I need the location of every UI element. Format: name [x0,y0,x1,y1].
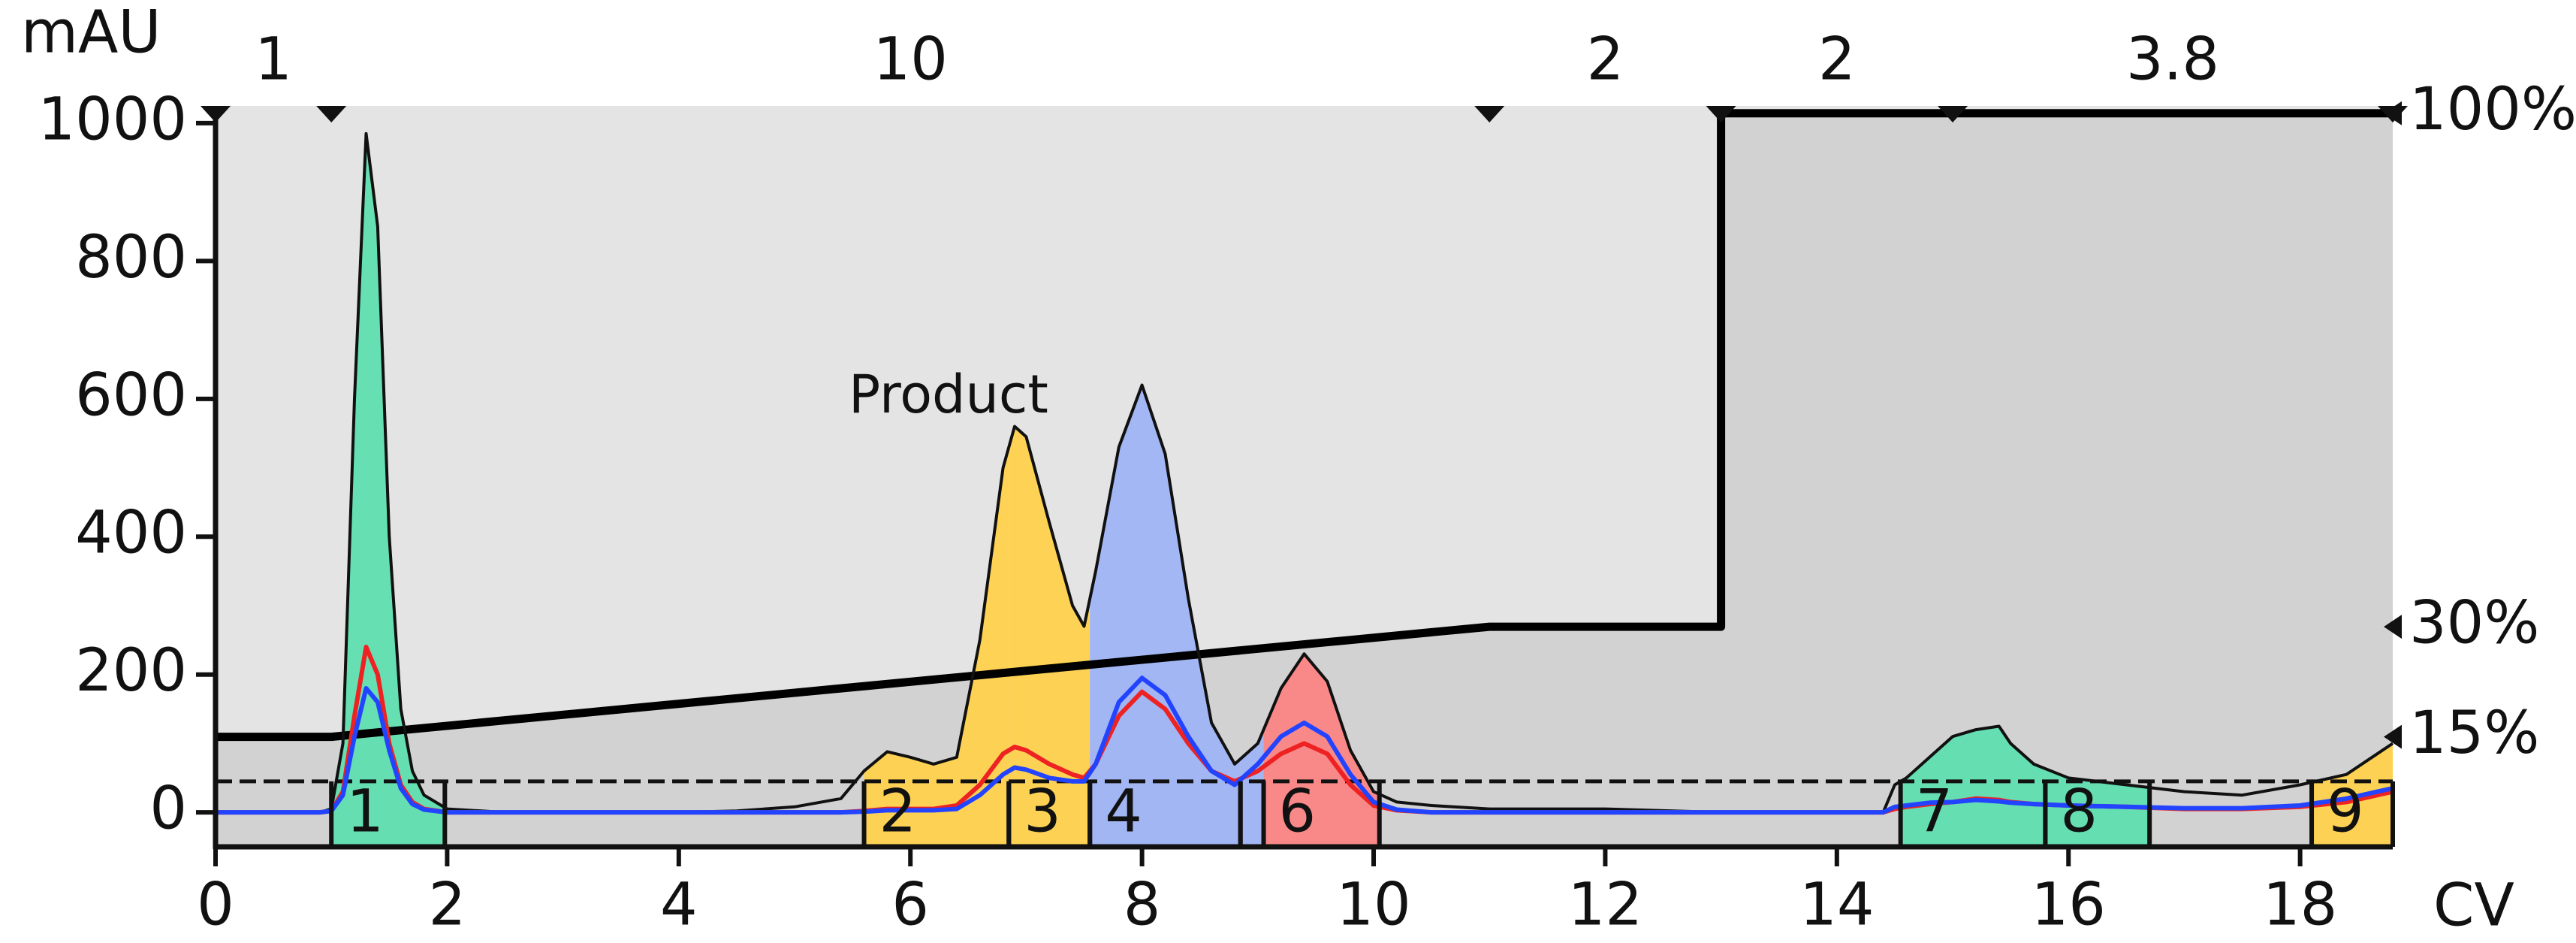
y-tick-label: 600 [75,361,187,429]
phase-marker [1938,106,1968,122]
fraction-label: 3 [1024,778,1061,846]
y-axis-label: mAU [21,0,161,66]
y2-tick-label: 30% [2409,590,2539,657]
x-tick-label: 10 [1336,871,1410,938]
x-tick-label: 4 [660,871,698,938]
x-tick-label: 8 [1124,871,1161,938]
fraction-label: 9 [2327,778,2364,846]
phase-marker [201,106,231,122]
phase-length: 2 [1587,26,1624,93]
phase-length: 1 [255,26,292,93]
y-tick-label: 400 [75,500,187,567]
fraction-label: 8 [2060,778,2098,846]
y-tick-label: 1000 [38,86,187,153]
series-line [216,676,2394,815]
x-tick-label: 16 [2032,871,2106,938]
fraction-label: 1 [346,778,384,846]
phase-marker [2378,106,2408,122]
y2-tick-marker [2384,615,2402,639]
gradient-area [216,113,2393,848]
phase-marker [316,106,347,122]
fraction-label: 4 [1105,778,1142,846]
y2-tick-label: 15% [2409,700,2539,767]
phase-marker [1706,106,1736,122]
x-tick-label: 6 [891,871,929,938]
x-tick-label: 0 [197,871,234,938]
phase-length: 3.8 [2126,26,2219,93]
annotation: Product [849,364,1048,425]
y2-tick-marker [2384,724,2402,749]
fraction-label: 2 [879,778,917,846]
phase-length: 2 [1818,26,1856,93]
series-line [216,131,2394,815]
x-tick-label: 12 [1568,871,1642,938]
gradient-line [216,109,2393,742]
x-tick-label: 2 [429,871,466,938]
y-tick-label: 0 [149,775,187,843]
y2-tick-label: 100% [2409,76,2576,144]
x-tick-label: 14 [1799,871,1874,938]
phase-length: 10 [873,26,948,93]
y-tick-label: 800 [75,224,187,292]
fraction-label: 6 [1279,778,1317,846]
x-axis-label: CV [2433,872,2514,939]
phase-marker [1474,106,1505,122]
y-tick-label: 200 [75,637,187,705]
x-tick-label: 18 [2263,871,2337,938]
fraction-label: 7 [1916,778,1953,846]
